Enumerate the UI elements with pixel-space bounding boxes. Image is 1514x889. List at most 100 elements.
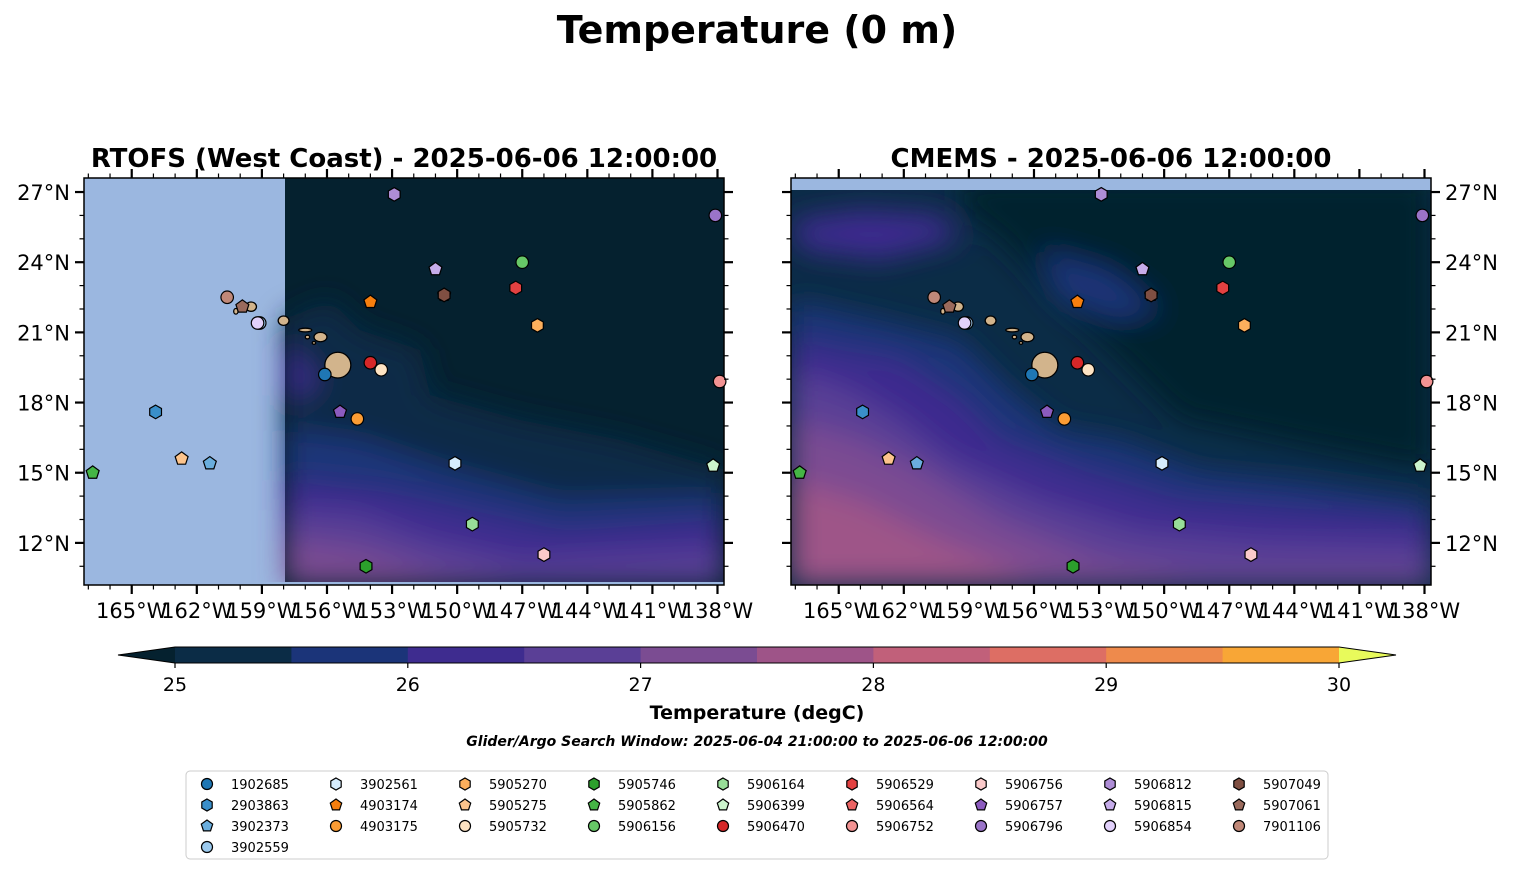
y-tick-label: 18°N (17, 392, 70, 416)
legend-label: 7901106 (1263, 820, 1321, 835)
island-molokai (298, 327, 313, 333)
float-marker-5906812 (1094, 186, 1108, 202)
float-marker-3902373 (202, 455, 218, 470)
legend-label: 5907049 (1263, 778, 1321, 793)
float-marker-5906752 (1419, 374, 1434, 389)
y-tick-label: 24°N (17, 251, 70, 275)
colorbar-bin (1222, 647, 1340, 663)
island-oahu (984, 315, 997, 327)
x-tick-label: 156°W (291, 599, 363, 623)
float-marker-5905862 (792, 465, 807, 479)
x-tick-label: 141°W (1324, 599, 1396, 623)
float-marker-5905862 (85, 465, 100, 479)
y-tick-label: 27°N (1445, 181, 1498, 205)
float-marker-5906854 (250, 316, 265, 330)
legend-marker-5906399 (716, 798, 730, 811)
legend-label: 1902685 (231, 778, 289, 793)
float-marker-5905275 (174, 451, 189, 465)
legend-marker-3902373 (200, 819, 214, 832)
float-marker-7901106 (220, 290, 235, 305)
x-tick-label: 153°W (1063, 599, 1135, 623)
float-marker-4903174 (363, 294, 378, 309)
colorbar-bin (291, 647, 409, 663)
islands-rtofs (233, 301, 352, 379)
float-marker-3902561 (448, 455, 462, 471)
panel-title-cmems: CMEMS - 2025-06-06 12:00:00 (891, 144, 1332, 174)
legend-label: 5906470 (747, 820, 805, 835)
y-axis-rtofs: 12°N 15°N 18°N 21°N 24°N 27°N (17, 181, 733, 567)
legend-marker-5907049 (1233, 777, 1245, 791)
x-tick-label: 165°W (803, 599, 875, 623)
legend-label: 3902373 (231, 820, 289, 835)
y-tick-label: 12°N (1445, 532, 1498, 556)
legend-label: 5905270 (489, 778, 547, 793)
legend-label: 5906399 (747, 799, 805, 814)
y-tick-label: 18°N (1445, 392, 1498, 416)
island-lanai (304, 334, 311, 340)
legend-label: 3902559 (231, 841, 289, 856)
floats-cmems (792, 186, 1434, 574)
colorbar-label: Temperature (degC) (650, 702, 865, 724)
x-tick-label: 138°W (682, 599, 754, 623)
legend-label: 5905862 (618, 799, 676, 814)
float-marker-5906796 (1415, 208, 1430, 223)
legend-marker-2903863 (201, 798, 213, 812)
legend-label: 5905732 (489, 820, 547, 835)
legend-label: 4903175 (360, 820, 418, 835)
legend-label: 5907061 (1263, 799, 1321, 814)
x-tick-label: 144°W (552, 599, 624, 623)
island-kahoolawe (311, 340, 317, 345)
island-hawaii (1031, 351, 1059, 379)
legend-marker-5905732 (458, 819, 472, 833)
legend-marker-5906156 (587, 819, 601, 833)
float-marker-5907049 (437, 287, 451, 303)
y-tick-label: 27°N (17, 181, 70, 205)
colorbar-bin (757, 647, 874, 663)
float-marker-5906757 (1039, 404, 1055, 419)
legend-marker-5906470 (716, 819, 730, 833)
floats-rtofs (85, 186, 727, 574)
float-marker-3902373 (909, 455, 925, 470)
legend-marker-1902685 (200, 777, 214, 791)
float-marker-5906815 (1135, 261, 1150, 276)
x-tick-label: 150°W (1128, 599, 1200, 623)
map-field-rtofs (84, 178, 724, 585)
float-marker-5907049 (1144, 287, 1158, 303)
y-tick-label: 15°N (1445, 462, 1498, 486)
island-kahoolawe (1018, 340, 1024, 345)
x-axis-cmems: 165°W162°W159°W156°W153°W150°W147°W144°W… (794, 169, 1460, 623)
legend-marker-4903174 (329, 798, 343, 811)
x-tick-label: 162°W (868, 599, 940, 623)
float-marker-5906156 (515, 255, 530, 270)
float-marker-5906399 (1412, 458, 1428, 472)
float-marker-5906756 (1244, 547, 1258, 563)
float-marker-5906164 (1172, 516, 1186, 532)
colorbar-bin (524, 647, 642, 663)
legend-marker-5906812 (1104, 777, 1116, 791)
legend-label: 5906796 (1005, 820, 1063, 835)
x-tick-label: 165°W (96, 599, 168, 623)
float-marker-5905732 (374, 362, 389, 377)
float-marker-5906854 (957, 316, 972, 330)
colorbar-extend-max (1339, 647, 1396, 663)
legend-marker-3902561 (330, 777, 342, 791)
float-marker-5906757 (332, 404, 348, 419)
legend-frame (185, 770, 1329, 860)
legend-marker-3902559 (200, 840, 214, 854)
legend-label: 5906564 (876, 799, 934, 814)
legend-label: 5906156 (618, 820, 676, 835)
legend-marker-5907061 (1232, 798, 1246, 811)
island-hawaii (324, 351, 352, 379)
colorbar-tick-label: 25 (163, 674, 187, 696)
float-marker-5907061 (942, 299, 957, 313)
legend-marker-5906796 (974, 819, 988, 833)
island-maui (1020, 331, 1035, 343)
island-maui (313, 331, 328, 343)
legend-label: 5906529 (876, 778, 934, 793)
legend-label: 3902561 (360, 778, 418, 793)
legend-marker-5906815 (1103, 798, 1117, 811)
island-oahu (277, 315, 290, 327)
colorbar-bin (1106, 647, 1224, 663)
colorbar-blocks (117, 646, 1397, 664)
float-marker-5906470 (363, 355, 378, 370)
